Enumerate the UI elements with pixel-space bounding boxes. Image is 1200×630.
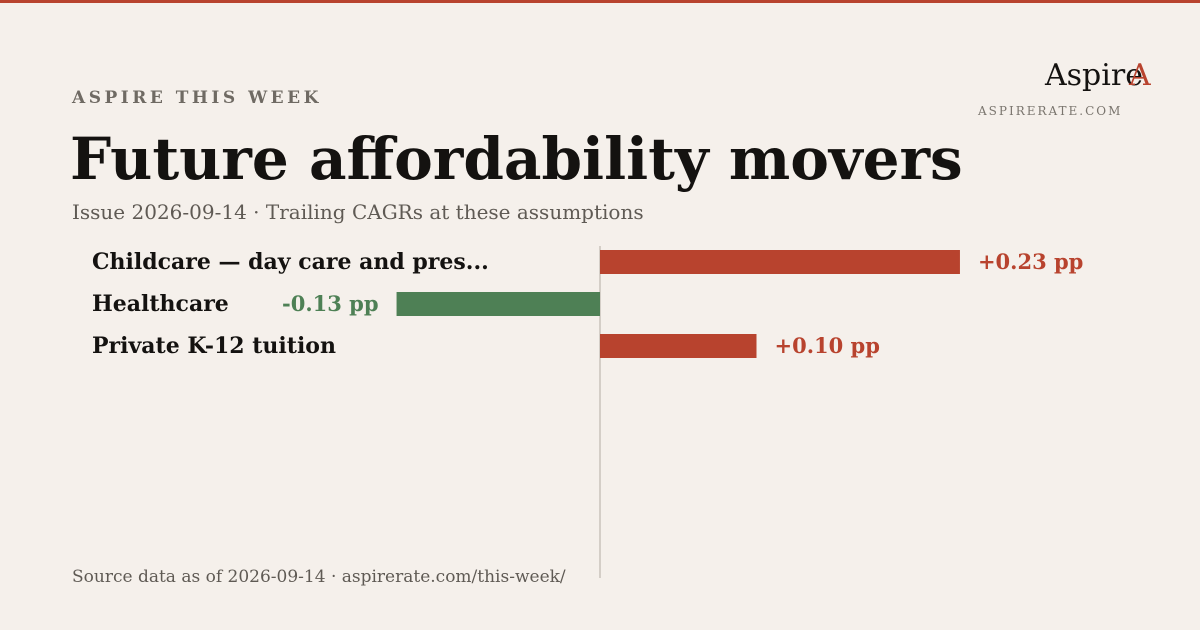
brand-url: ASPIRERATE.COM [978, 104, 1123, 118]
bar-value-label: +0.10 pp [775, 333, 880, 358]
bar-value-label: -0.13 pp [282, 291, 379, 316]
page-subtitle: Issue 2026-09-14 · Trailing CAGRs at the… [72, 200, 644, 224]
bar-positive [600, 250, 960, 274]
bar-positive [600, 334, 757, 358]
brand-logo-text: Aspire [1045, 58, 1143, 93]
brand-logo-mark: A [1129, 58, 1151, 93]
bar-value-label: +0.23 pp [978, 249, 1083, 274]
bar-negative [396, 292, 600, 316]
eyebrow-label: ASPIRE THIS WEEK [72, 88, 322, 108]
top-accent-rule [0, 0, 1200, 3]
page-title: Future affordability movers [70, 125, 963, 193]
source-footer: Source data as of 2026-09-14 · aspirerat… [72, 567, 566, 587]
category-label: Childcare — day care and pres... [92, 249, 489, 275]
category-label: Private K-12 tuition [92, 333, 336, 359]
category-label: Healthcare [92, 291, 229, 317]
